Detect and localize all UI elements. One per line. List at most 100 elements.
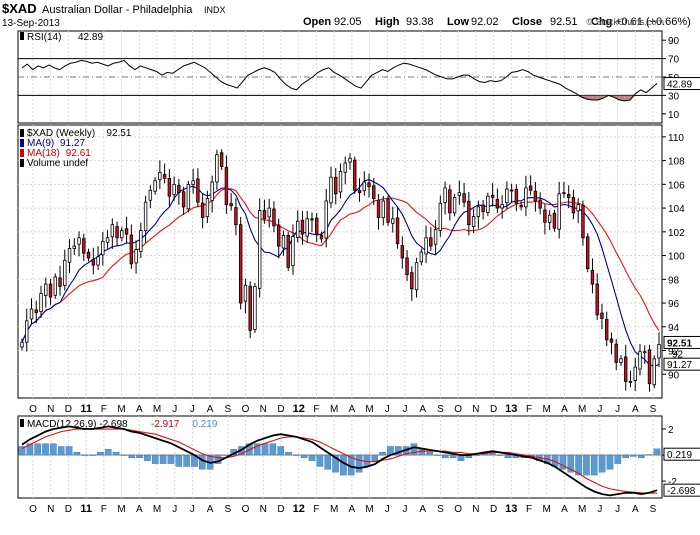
- candle-body: [305, 218, 309, 237]
- candle-body: [448, 189, 452, 214]
- macd-histogram-bar: [590, 454, 598, 476]
- macd-histogram-bar: [371, 454, 379, 461]
- candle-body: [410, 272, 414, 290]
- candle-body: [143, 201, 148, 232]
- candle-body: [82, 238, 86, 254]
- price-tick-label: 96: [668, 299, 680, 310]
- macd-histogram-bar: [50, 443, 57, 456]
- candle-body: [53, 276, 57, 296]
- x-tick-label: J: [403, 504, 408, 515]
- candle-body: [391, 218, 395, 224]
- candle-body: [348, 157, 352, 163]
- macd-histogram-bar: [598, 454, 606, 473]
- candle-body: [372, 185, 376, 199]
- rsi-tick-label: 70: [668, 55, 680, 66]
- macd-histogram-bar: [269, 443, 277, 456]
- x-tick-label: A: [419, 504, 426, 515]
- macd-histogram-bar: [167, 454, 175, 464]
- candle-body: [300, 219, 305, 235]
- macd-tick-label: 2: [668, 425, 674, 436]
- x-tick-label: M: [578, 404, 586, 415]
- x-tick-label: A: [136, 404, 143, 415]
- candle-body: [433, 229, 438, 245]
- candle-body: [509, 189, 514, 192]
- candle-body: [110, 224, 115, 238]
- macd-histogram-bar: [340, 454, 347, 476]
- x-tick-label: D: [277, 404, 284, 415]
- macd-histogram-bar: [583, 454, 590, 476]
- candle-body: [29, 308, 34, 320]
- candle-body: [652, 358, 656, 386]
- macd-histogram-bar: [355, 454, 363, 473]
- x-tick-label: N: [472, 404, 479, 415]
- candle-body: [414, 262, 419, 291]
- x-tick-label: D: [490, 504, 497, 515]
- candle-body: [452, 197, 457, 214]
- rsi-last-value: 42.89: [667, 80, 692, 91]
- candle-body: [219, 152, 224, 167]
- macd-histogram-bar: [606, 454, 614, 470]
- macd-histogram-bar: [18, 446, 26, 456]
- candle-body: [538, 199, 542, 209]
- candle-body: [63, 259, 67, 286]
- x-tick-label: 12: [293, 503, 305, 515]
- macd-histogram-bar: [614, 454, 622, 464]
- macd-histogram-bar: [473, 454, 480, 456]
- candle-body: [552, 212, 557, 229]
- x-tick-label: F: [313, 404, 319, 415]
- macd-histogram-bar: [308, 454, 316, 461]
- macd-histogram-bar: [426, 452, 433, 456]
- candle-body: [167, 178, 172, 197]
- candle-body: [476, 206, 481, 217]
- candle-body: [638, 351, 642, 370]
- ohlc-label-chg: Chg: [591, 16, 612, 28]
- x-tick-label: O: [454, 504, 462, 515]
- macd-histogram-bar: [261, 443, 269, 456]
- candle-body: [647, 349, 652, 385]
- candle-body: [67, 248, 72, 263]
- candle-body: [571, 197, 576, 214]
- x-tick-label: M: [543, 504, 551, 515]
- macd-histogram-bar: [300, 454, 308, 459]
- price-tick-label: 106: [668, 180, 685, 191]
- price-last-value-box: [663, 335, 700, 349]
- candle-body: [619, 358, 623, 363]
- candle-body: [471, 215, 476, 228]
- candle-body: [462, 193, 466, 203]
- candle-body: [624, 356, 628, 382]
- macd-last-value-box: [663, 483, 700, 497]
- x-tick-label: J: [597, 504, 602, 515]
- candle-body: [172, 183, 176, 195]
- x-tick-label: 11: [80, 403, 92, 415]
- candle-body: [324, 200, 328, 239]
- candle-body: [296, 220, 300, 238]
- macd-hist-last-value: 0.219: [667, 450, 692, 461]
- candle-body: [253, 286, 257, 330]
- candle-body: [115, 226, 119, 239]
- candle-body: [353, 159, 357, 191]
- price-legend-value-2: 92.61: [66, 148, 91, 159]
- macd-histogram-bar: [222, 454, 230, 456]
- rsi-tick-label: 30: [668, 91, 680, 102]
- x-tick-label: A: [207, 504, 214, 515]
- macd-histogram-bar: [332, 454, 339, 473]
- macd-histogram-bar: [410, 443, 418, 456]
- price-panel: 909294969810010210410610811092.519291.27…: [17, 124, 700, 399]
- candle-body: [600, 312, 604, 319]
- macd-histogram-bar: [42, 443, 49, 456]
- candle-body: [25, 320, 29, 343]
- candle-body: [177, 184, 181, 194]
- x-tick-label: J: [172, 504, 177, 515]
- x-tick-label: D: [490, 404, 497, 415]
- macd-histogram-bar: [136, 454, 143, 459]
- candle-body: [158, 172, 162, 181]
- ohlc-label-close: Close: [512, 16, 542, 28]
- ohlc-readout: Open 92.05 High 93.38 Low 92.02 Close 92.51 Chg +…: [303, 16, 691, 28]
- macd-histogram-bar: [449, 454, 457, 459]
- x-tick-label: A: [632, 504, 639, 515]
- x-tick-label: A: [561, 504, 568, 515]
- symbol: $XAD: [2, 1, 37, 16]
- candle-body: [581, 205, 585, 239]
- candle-body: [96, 256, 100, 266]
- candle-body: [405, 257, 409, 275]
